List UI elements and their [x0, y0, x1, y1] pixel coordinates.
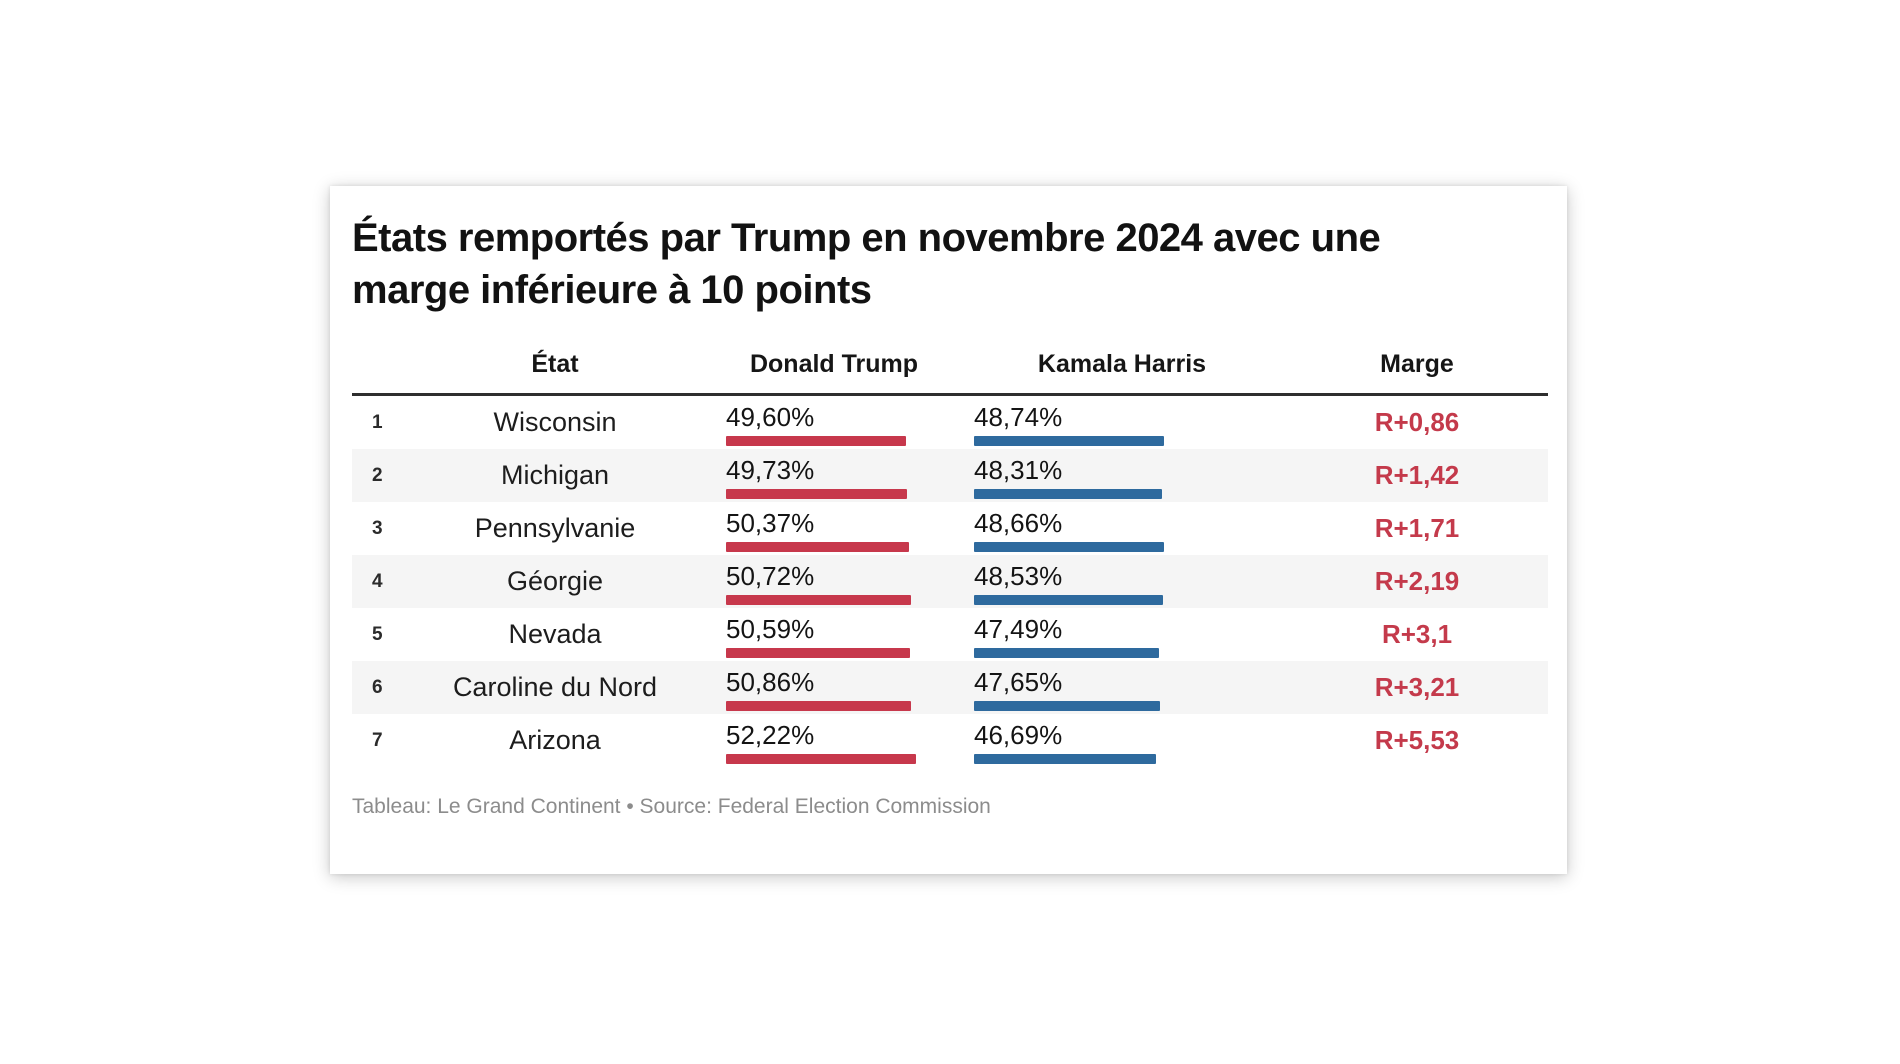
header-margin: Marge: [1380, 350, 1454, 378]
trump-percentage: 50,72%: [726, 560, 815, 591]
table-row: 1 Wisconsin 49,60% 48,74% R+0,86: [352, 396, 1548, 449]
table-body: 1 Wisconsin 49,60% 48,74% R+0,86 2 Michi…: [352, 396, 1548, 767]
trump-cell: 49,60%: [710, 396, 958, 449]
trump-bar: [726, 489, 907, 500]
harris-bar: [974, 595, 1163, 606]
trump-bar: [726, 648, 910, 659]
trump-bar: [726, 754, 916, 765]
trump-percentage: 50,37%: [726, 507, 815, 538]
state-name: Géorgie: [506, 566, 604, 596]
harris-percentage: 47,49%: [974, 613, 1063, 644]
state-name: Arizona: [509, 725, 601, 755]
trump-percentage: 50,86%: [726, 666, 815, 697]
row-rank: 2: [372, 464, 383, 486]
data-table: État Donald Trump Kamala Harris Marge 1 …: [352, 330, 1548, 767]
harris-cell: 48,74%: [958, 396, 1286, 449]
header-harris: Kamala Harris: [1037, 350, 1207, 378]
trump-bar: [726, 701, 911, 712]
harris-bar: [974, 436, 1164, 447]
table-row: 7 Arizona 52,22% 46,69% R+5,53: [352, 714, 1548, 767]
harris-percentage: 48,66%: [974, 507, 1063, 538]
table-row: 2 Michigan 49,73% 48,31% R+1,42: [352, 449, 1548, 502]
row-rank: 7: [372, 729, 383, 751]
table-row: 3 Pennsylvanie 50,37% 48,66% R+1,71: [352, 502, 1548, 555]
header-trump: Donald Trump: [749, 350, 919, 378]
trump-percentage: 50,59%: [726, 613, 815, 644]
harris-bar: [974, 701, 1160, 712]
trump-cell: 49,73%: [710, 449, 958, 502]
trump-bar: [726, 595, 911, 606]
margin-value: R+2,19: [1374, 566, 1460, 596]
harris-percentage: 47,65%: [974, 666, 1063, 697]
harris-cell: 46,69%: [958, 714, 1286, 767]
row-rank: 5: [372, 623, 383, 645]
harris-bar: [974, 489, 1162, 500]
harris-bar: [974, 648, 1159, 659]
harris-cell: 48,31%: [958, 449, 1286, 502]
trump-bar: [726, 542, 909, 553]
margin-value: R+3,1: [1381, 619, 1453, 649]
trump-bar: [726, 436, 906, 447]
harris-percentage: 46,69%: [974, 719, 1063, 750]
harris-percentage: 48,53%: [974, 560, 1063, 591]
table-row: 4 Géorgie 50,72% 48,53% R+2,19: [352, 555, 1548, 608]
row-rank: 1: [372, 411, 383, 433]
harris-cell: 48,53%: [958, 555, 1286, 608]
row-rank: 3: [372, 517, 383, 539]
state-name: Pennsylvanie: [474, 513, 636, 543]
harris-percentage: 48,74%: [974, 401, 1063, 432]
source-credit: Tableau: Le Grand Continent • Source: Fe…: [352, 795, 991, 818]
trump-percentage: 49,73%: [726, 454, 815, 485]
table-card: États remportés par Trump en novembre 20…: [330, 186, 1567, 874]
state-name: Caroline du Nord: [452, 672, 658, 702]
harris-cell: 48,66%: [958, 502, 1286, 555]
trump-cell: 50,37%: [710, 502, 958, 555]
margin-value: R+5,53: [1374, 725, 1460, 755]
harris-cell: 47,65%: [958, 661, 1286, 714]
harris-cell: 47,49%: [958, 608, 1286, 661]
table-header-row: État Donald Trump Kamala Harris Marge: [352, 330, 1548, 396]
margin-value: R+1,42: [1374, 460, 1460, 490]
header-state: État: [531, 350, 579, 378]
harris-percentage: 48,31%: [974, 454, 1063, 485]
trump-percentage: 52,22%: [726, 719, 815, 750]
chart-title: États remportés par Trump en novembre 20…: [352, 216, 1381, 312]
table-row: 6 Caroline du Nord 50,86% 47,65% R+3,21: [352, 661, 1548, 714]
state-name: Nevada: [508, 619, 602, 649]
row-rank: 4: [372, 570, 383, 592]
margin-value: R+1,71: [1374, 513, 1460, 543]
margin-value: R+0,86: [1374, 407, 1460, 437]
trump-percentage: 49,60%: [726, 401, 815, 432]
trump-cell: 50,72%: [710, 555, 958, 608]
trump-cell: 52,22%: [710, 714, 958, 767]
margin-value: R+3,21: [1374, 672, 1460, 702]
state-name: Michigan: [500, 460, 610, 490]
harris-bar: [974, 754, 1156, 765]
table-row: 5 Nevada 50,59% 47,49% R+3,1: [352, 608, 1548, 661]
harris-bar: [974, 542, 1164, 553]
state-name: Wisconsin: [493, 407, 617, 437]
trump-cell: 50,86%: [710, 661, 958, 714]
trump-cell: 50,59%: [710, 608, 958, 661]
row-rank: 6: [372, 676, 383, 698]
